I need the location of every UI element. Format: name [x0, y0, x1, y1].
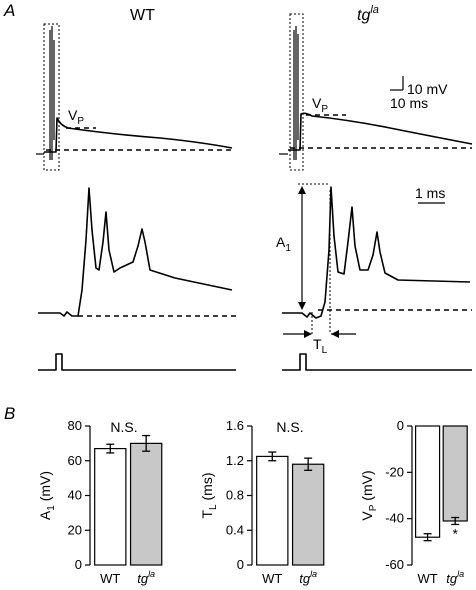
- tg-vp-label: VP: [312, 95, 328, 115]
- tg-heading: tgla: [357, 4, 379, 24]
- y-tick-label: 1.6: [226, 418, 244, 433]
- scale-mv-label: 10 mV: [407, 81, 448, 97]
- y-tick-label: 20: [68, 522, 82, 537]
- wt-slow-trace: [36, 23, 235, 171]
- y-tick-label: 0: [75, 557, 82, 572]
- x-tick-label: tgla: [137, 569, 155, 586]
- y-tick-label: 80: [68, 418, 82, 433]
- bar-wt: [94, 447, 127, 566]
- bar-charts: 0 20 40 60 80 A1 (mV) WT tgla N.S. 0 0.4 0.8 1.2 1.6 T…: [37, 418, 468, 586]
- bar-chart-1: 0 20 40 60 80 A1 (mV) WT tgla N.S.: [37, 418, 163, 586]
- bar-wt: [256, 455, 289, 566]
- y-tick-label: 0: [397, 418, 404, 433]
- x-tick-label: WT: [417, 571, 437, 586]
- significance-star: *: [452, 525, 458, 541]
- y-tick-label: 0: [237, 557, 244, 572]
- tl-label: TL: [313, 336, 328, 356]
- bar-wt: [415, 425, 441, 538]
- bar-tgla: [129, 442, 163, 566]
- significance-label: N.S.: [276, 419, 303, 435]
- wt-heading: WT: [130, 7, 155, 24]
- y-tick-label: -60: [385, 557, 404, 572]
- bar-tgla: [291, 463, 325, 566]
- a1-label: A1: [276, 234, 291, 254]
- scale-bar-slow: [390, 76, 404, 91]
- y-axis-title: VP (mV): [359, 470, 379, 520]
- bar-chart-2: 0 0.4 0.8 1.2 1.6 TL (ms) WT tgla N.S.: [199, 418, 325, 586]
- panel-b-letter: B: [4, 404, 15, 423]
- x-tick-label: tgla: [299, 569, 317, 586]
- x-tick-label: WT: [262, 571, 282, 586]
- x-tick-label: WT: [100, 571, 120, 586]
- y-tick-label: 0.8: [226, 488, 244, 503]
- y-tick-label: 60: [68, 453, 82, 468]
- tl-annotation: [283, 190, 356, 338]
- y-tick-label: 0.4: [226, 522, 244, 537]
- y-tick-label: 1.2: [226, 453, 244, 468]
- tg-slow-trace: [279, 13, 473, 171]
- a1-annotation: [298, 183, 328, 310]
- wt-fast-trace: [38, 187, 236, 371]
- y-axis-title: A1 (mV): [37, 471, 57, 520]
- bar-chart-3: -60 -40 -20 0 VP (mV) WT tgla *: [359, 418, 468, 586]
- scale-1ms-label: 1 ms: [415, 185, 445, 201]
- tg-fast-trace: [282, 186, 472, 371]
- bar-tgla: [442, 425, 468, 522]
- scale-ms-label: 10 ms: [390, 95, 428, 111]
- wt-vp-label: VP: [68, 107, 84, 127]
- x-tick-label: tgla: [446, 569, 464, 586]
- y-tick-label: -40: [385, 511, 404, 526]
- y-axis-title: TL (ms): [199, 472, 219, 518]
- significance-label: N.S.: [110, 419, 137, 435]
- panel-a-letter: A: [3, 1, 15, 20]
- y-tick-label: -20: [385, 464, 404, 479]
- y-tick-label: 40: [68, 488, 82, 503]
